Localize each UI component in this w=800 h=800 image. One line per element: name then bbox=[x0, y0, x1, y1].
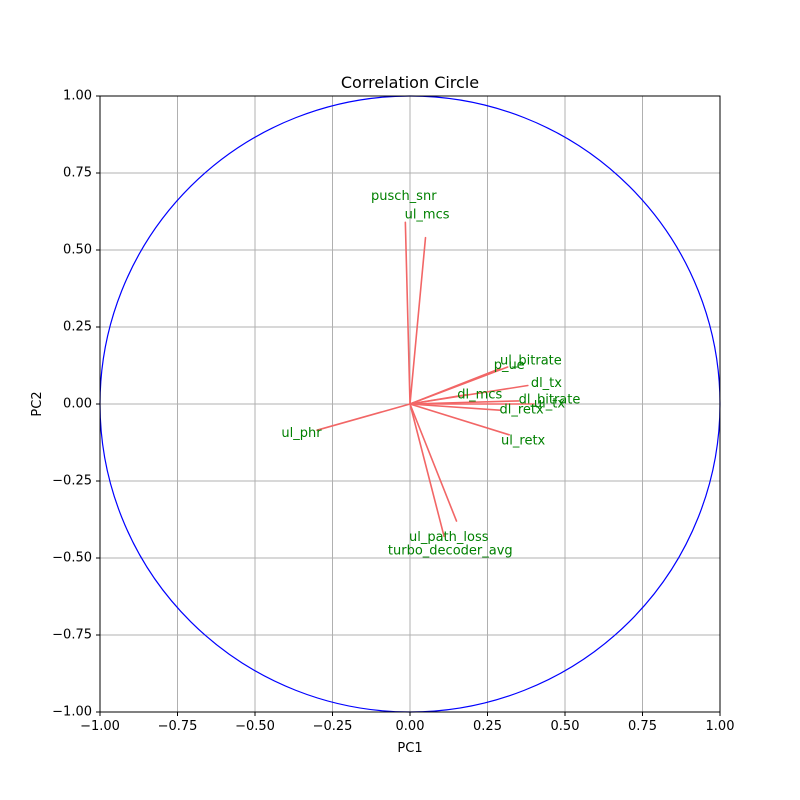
vector-ul-path-loss bbox=[409, 403, 458, 522]
vector-label-ul-phr: ul_phr bbox=[281, 426, 322, 441]
vector-ul-bitrate bbox=[409, 366, 509, 405]
vector-label-dl-mcs: dl_mcs bbox=[457, 387, 502, 402]
y-tick-label: 1.00 bbox=[63, 89, 92, 104]
vector-ul-retx bbox=[409, 403, 511, 436]
vector-label-turbo-decoder-avg: turbo_decoder_avg bbox=[388, 544, 513, 559]
vector-label-p-ue: p_ue bbox=[494, 358, 525, 373]
y-tick-label: −0.25 bbox=[52, 474, 92, 489]
y-axis-label: PC2 bbox=[30, 391, 45, 416]
y-tick-label: 0.00 bbox=[63, 397, 92, 412]
vector-label-ul-path-loss: ul_path_loss bbox=[409, 530, 489, 545]
vector-ul-phr bbox=[316, 403, 411, 431]
x-tick-label: 1.00 bbox=[706, 719, 735, 734]
x-tick-label: 0.50 bbox=[551, 719, 580, 734]
x-tick-label: −0.25 bbox=[313, 719, 353, 734]
vector-label-pusch-snr: pusch_snr bbox=[371, 189, 437, 204]
vector-label-dl-tx: dl_tx bbox=[531, 376, 562, 391]
vector-label-dl-retx: dl_retx bbox=[499, 403, 544, 418]
x-tick-label: 0.25 bbox=[473, 719, 502, 734]
x-axis-label: PC1 bbox=[397, 741, 422, 756]
loading-vectors bbox=[316, 221, 535, 538]
vector-pusch-snr bbox=[404, 221, 411, 405]
vector-label-dl-bitrate: dl_bitrate bbox=[519, 392, 581, 407]
vector-label-ul-mcs: ul_mcs bbox=[405, 208, 450, 223]
y-tick-label: 0.25 bbox=[63, 320, 92, 335]
vector-ul-mcs bbox=[409, 236, 427, 405]
vector-label-ul-retx: ul_retx bbox=[501, 433, 546, 448]
vector-dl-retx bbox=[409, 403, 501, 411]
axis-ticks: −1.00 −0.75 −0.50 −0.25 0.00 0.25 0.50 0.75 1.00… bbox=[52, 89, 734, 735]
y-tick-label: −0.75 bbox=[52, 628, 92, 643]
vector-label-ul-tx: ul_tx bbox=[534, 397, 565, 412]
x-tick-label: 0.75 bbox=[628, 719, 657, 734]
y-tick-label: −1.00 bbox=[52, 705, 92, 720]
y-tick-label: −0.50 bbox=[52, 551, 92, 566]
x-tick-label: −0.50 bbox=[235, 719, 275, 734]
y-tick-label: 0.50 bbox=[63, 243, 92, 258]
x-tick-label: −0.75 bbox=[158, 719, 198, 734]
vector-label-ul-bitrate: ul_bitrate bbox=[500, 353, 562, 368]
y-tick-label: 0.75 bbox=[63, 166, 92, 181]
x-tick-label: 0.00 bbox=[396, 719, 425, 734]
x-tick-label: −1.00 bbox=[80, 719, 120, 734]
vector-turbo-decoder-avg bbox=[409, 403, 445, 538]
chart-title: Correlation Circle bbox=[341, 73, 479, 92]
vector-dl-mcs bbox=[409, 393, 467, 405]
